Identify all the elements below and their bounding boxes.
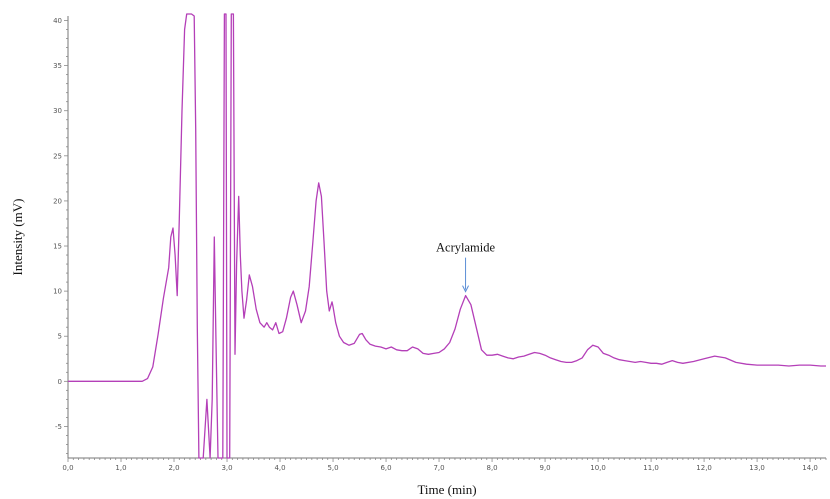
x-tick-label: 14,0 — [802, 464, 818, 472]
y-tick-label: 35 — [53, 62, 62, 70]
y-tick-label: 0 — [58, 378, 62, 386]
x-tick-label: 3,0 — [221, 464, 232, 472]
chromatogram-trace — [68, 13, 826, 459]
y-tick-label: 25 — [53, 152, 62, 160]
peak-annotation-arrow-head — [462, 285, 469, 293]
x-tick-label: 1,0 — [115, 464, 126, 472]
x-tick-label: 12,0 — [696, 464, 712, 472]
y-tick-label: 15 — [53, 243, 62, 251]
x-tick-label: 4,0 — [274, 464, 285, 472]
y-tick-label: 10 — [53, 288, 62, 296]
x-axis-title: Time (min) — [417, 482, 476, 497]
annotations: Acrylamide — [436, 241, 495, 293]
y-tick-label: 30 — [53, 107, 62, 115]
x-tick-label: 9,0 — [539, 464, 550, 472]
x-tick-label: 8,0 — [486, 464, 497, 472]
x-tick-label: 0,0 — [62, 464, 73, 472]
x-tick-label: 6,0 — [380, 464, 391, 472]
y-tick-label: -5 — [55, 423, 62, 431]
axes — [67, 16, 826, 459]
y-tick-label: 20 — [53, 197, 62, 205]
peak-annotation-label: Acrylamide — [436, 241, 495, 255]
x-tick-label: 13,0 — [749, 464, 765, 472]
y-tick-label: 40 — [53, 17, 62, 25]
y-tick-label: 5 — [58, 333, 62, 341]
x-tick-label: 10,0 — [590, 464, 606, 472]
x-tick-label: 2,0 — [168, 464, 179, 472]
x-ticks: 0,0 1,0 2,0 3,0 4,0 5,0 6,0 7,0 8,0 9,0 10,0 11,0 12… — [62, 458, 827, 472]
x-tick-label: 11,0 — [643, 464, 659, 472]
x-tick-label: 5,0 — [327, 464, 338, 472]
y-axis-title: Intensity (mV) — [10, 199, 25, 276]
y-ticks: -5 0 5 10 15 20 25 30 35 40 — [53, 17, 68, 454]
x-tick-label: 7,0 — [433, 464, 444, 472]
